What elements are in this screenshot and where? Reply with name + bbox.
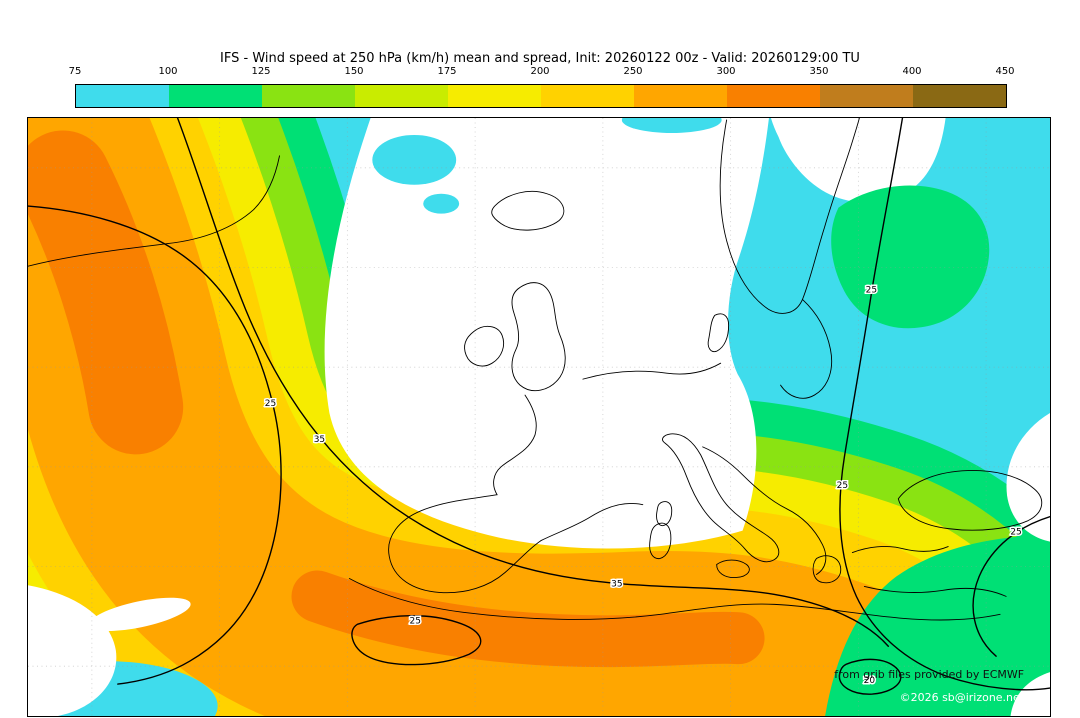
field-cyan-patch-top-edge <box>621 118 722 133</box>
colorbar-tick-label: 350 <box>809 66 829 77</box>
coastline-north-africa <box>348 578 1001 621</box>
credit-copyright-text: ©2026 sb@irizone.net <box>900 691 1025 704</box>
wind-field-layer <box>28 118 1050 716</box>
contour-label: 35 <box>314 435 325 445</box>
contour-line-south-loop <box>351 615 482 666</box>
field-cyan-patch-north2 <box>423 193 460 214</box>
coastline-france <box>493 394 537 496</box>
field-white-central <box>324 118 769 549</box>
coastline-denmark <box>707 313 730 353</box>
coastline-baltic <box>780 298 833 399</box>
coastline-layer <box>28 118 1043 621</box>
coastline-ireland <box>464 325 505 367</box>
contour-label: 25 <box>410 616 421 626</box>
wind-field-svg: 25 35 35 25 25 25 25 20 from grib files … <box>28 118 1050 716</box>
coastline-britain <box>511 282 566 392</box>
coastline-iberia <box>388 494 542 594</box>
colorbar-tick-label: 150 <box>344 66 364 77</box>
chart-title: IFS - Wind speed at 250 hPa (km/h) mean … <box>220 51 860 66</box>
colorbar-tick-label: 100 <box>158 66 178 77</box>
colorbar-segment <box>169 85 262 107</box>
colorbar-segment <box>448 85 541 107</box>
colorbar-tick-label: 300 <box>716 66 736 77</box>
contour-label: 25 <box>1010 528 1021 538</box>
colorbar-tick-label: 450 <box>995 66 1015 77</box>
field-green-southeast <box>825 534 1050 716</box>
contour-label-layer: 25 35 35 25 25 25 25 20 <box>263 284 1023 688</box>
colorbar-tick-label: 400 <box>902 66 922 77</box>
colorbar-segment <box>541 85 634 107</box>
coastline-black-sea <box>897 470 1043 531</box>
colorbar-tick-label: 75 <box>68 66 82 77</box>
coastline-north-sea <box>582 362 722 380</box>
coastline-sicily <box>716 559 750 578</box>
band-deep-orange-nw <box>28 130 184 455</box>
contour-line-southeast-loop <box>838 658 902 695</box>
coastline-greenland <box>28 155 280 267</box>
coastline-balkans <box>702 446 827 575</box>
field-white-southeast-corner <box>1010 672 1050 716</box>
coastline-italy <box>662 433 780 563</box>
colorbar-segment <box>76 85 169 107</box>
colorbar-segment <box>913 85 1006 107</box>
field-white-east-tongue <box>1006 413 1050 542</box>
coastline-sardinia <box>649 522 672 559</box>
weather-map: 25 35 35 25 25 25 25 20 from grib files … <box>27 117 1051 717</box>
contour-line-east-short <box>972 515 1050 657</box>
colorbar-segment <box>355 85 448 107</box>
colorbar-segment <box>820 85 913 107</box>
field-white-northeast <box>770 118 946 203</box>
field-cyan-patch-north1 <box>372 134 457 185</box>
contour-line-west-outer <box>28 205 282 685</box>
credits: from grib files provided by ECMWF ©2026 … <box>834 668 1025 704</box>
contour-line-jet-inner <box>176 118 890 647</box>
contour-label: 25 <box>866 285 877 295</box>
colorbar-tick-label: 125 <box>251 66 271 77</box>
contour-label: 25 <box>837 481 848 491</box>
credit-source-text: from grib files provided by ECMWF <box>834 668 1024 681</box>
colorbar-tick-label: 200 <box>530 66 550 77</box>
coastline-greece <box>812 555 842 584</box>
field-white-streak-sw <box>88 597 191 631</box>
colorbar-swatches <box>75 84 1007 108</box>
contour-line-east <box>839 118 1050 691</box>
coastline-iceland <box>491 190 565 231</box>
coastline-corsica <box>656 501 673 527</box>
contour-label: 25 <box>265 399 276 409</box>
contour-layer <box>28 118 1050 695</box>
colorbar-tick-label: 175 <box>437 66 457 77</box>
colorbar-segment <box>262 85 355 107</box>
coastline-med-france <box>540 503 644 542</box>
colorbar-segment <box>634 85 727 107</box>
contour-label: 35 <box>611 579 622 589</box>
colorbar-segment <box>727 85 820 107</box>
colorbar-ticks: 75 100 125 150 175 200 250 300 350 400 450 <box>69 66 1015 80</box>
colorbar-tick-label: 250 <box>623 66 643 77</box>
coastline-turkey <box>851 546 1007 597</box>
contour-label: 20 <box>864 676 876 686</box>
field-green-northeast <box>831 185 990 329</box>
